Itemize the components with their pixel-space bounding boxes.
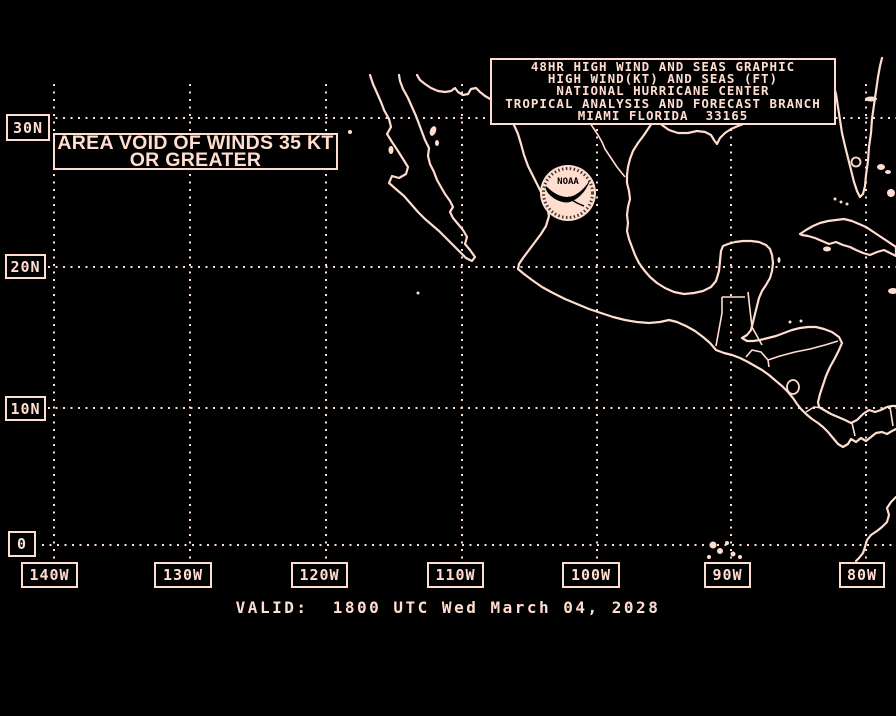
coastline-south-america <box>854 495 896 563</box>
valid-time-text: VALID: 1800 UTC Wed March 04, 2028 <box>235 598 661 617</box>
islands-galapagos <box>709 541 717 549</box>
latitude-label-10n: 10N <box>5 396 46 421</box>
header-line: NATIONAL HURRICANE CENTER <box>556 83 770 99</box>
coastline-pacific-mexico-central-america <box>415 73 896 449</box>
longitude-label-80w: 80W <box>839 562 885 588</box>
annotation-line: AREA VOID OF WINDS 35 KT <box>57 131 334 154</box>
longitude-label-100w: 100W <box>562 562 620 588</box>
island-cozumel <box>777 257 781 263</box>
noaa-logo-label: NOAA <box>557 177 579 187</box>
header-box: 48HR HIGH WIND AND SEAS GRAPHIC HIGH WIN… <box>490 58 836 125</box>
island-isla-juventud <box>823 246 831 252</box>
lakes <box>786 156 862 395</box>
island-grand-bahama <box>865 96 877 102</box>
noaa-seagull-tail <box>567 196 585 207</box>
lake-okeechobee <box>850 156 862 168</box>
coastline-baja-california <box>368 73 477 263</box>
longitude-label-110w: 110W <box>427 562 484 588</box>
longitude-label-140w: 140W <box>21 562 78 588</box>
longitude-label-120w: 120W <box>291 562 348 588</box>
latitude-label-20n: 20N <box>5 254 46 279</box>
header-line: HIGH WIND(KT) AND SEAS (FT) <box>547 71 779 87</box>
area-void-annotation-box: AREA VOID OF WINDS 35 KT OR GREATER <box>53 133 338 170</box>
longitude-label-90w: 90W <box>704 562 751 588</box>
longitude-label-130w: 130W <box>154 562 212 588</box>
coastline-gulf-caribbean <box>625 116 896 425</box>
coastline-cuba <box>798 217 896 258</box>
header-line: MIAMI FLORIDA 33165 <box>577 107 749 123</box>
islands <box>348 96 896 559</box>
island-jamaica <box>888 288 896 294</box>
country-borders <box>715 291 894 437</box>
noaa-logo-rim-text <box>542 167 594 219</box>
noaa-seagull-icon <box>545 180 590 203</box>
header-line: 48HR HIGH WIND AND SEAS GRAPHIC <box>530 58 796 74</box>
annotation-line: OR GREATER <box>129 148 262 171</box>
header-line: TROPICAL ANALYSIS AND FORECAST BRANCH <box>505 95 821 111</box>
latitude-label-0: 0 <box>8 531 36 557</box>
latitude-label-30n: 30N <box>6 114 50 141</box>
coastlines <box>368 56 896 563</box>
rio-grande-border <box>584 115 626 178</box>
noaa-logo: NOAA <box>540 165 596 221</box>
lake-nicaragua <box>786 379 800 395</box>
